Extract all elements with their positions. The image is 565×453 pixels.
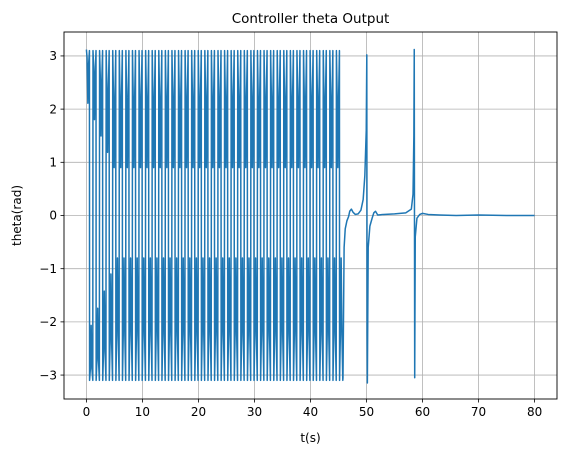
y-tick-label: −2 <box>39 315 57 329</box>
y-tick-label: 2 <box>49 102 57 116</box>
y-axis-label: theta(rad) <box>10 185 24 246</box>
x-tick-label: 70 <box>471 405 486 419</box>
x-tick-label: 50 <box>359 405 374 419</box>
x-tick-label: 80 <box>527 405 542 419</box>
x-tick-label: 10 <box>135 405 150 419</box>
x-tick-label: 30 <box>247 405 262 419</box>
x-tick-label: 60 <box>415 405 430 419</box>
y-tick-label: 3 <box>49 49 57 63</box>
x-tick-label: 20 <box>191 405 206 419</box>
x-tick-label: 40 <box>303 405 318 419</box>
plot-area <box>85 48 535 384</box>
chart-title: Controller theta Output <box>232 11 390 27</box>
theta-series-line <box>85 48 535 384</box>
x-tick-label: 0 <box>83 405 91 419</box>
y-tick-label: 0 <box>49 209 57 223</box>
y-tick-label: −3 <box>39 368 57 382</box>
y-tick-label: −1 <box>39 262 57 276</box>
y-tick-label: 1 <box>49 156 57 170</box>
ticks: 0 10 20 30 40 50 60 70 80 −3 −2 −1 0 1 2 3 <box>39 49 542 419</box>
x-axis-label: t(s) <box>300 431 320 445</box>
